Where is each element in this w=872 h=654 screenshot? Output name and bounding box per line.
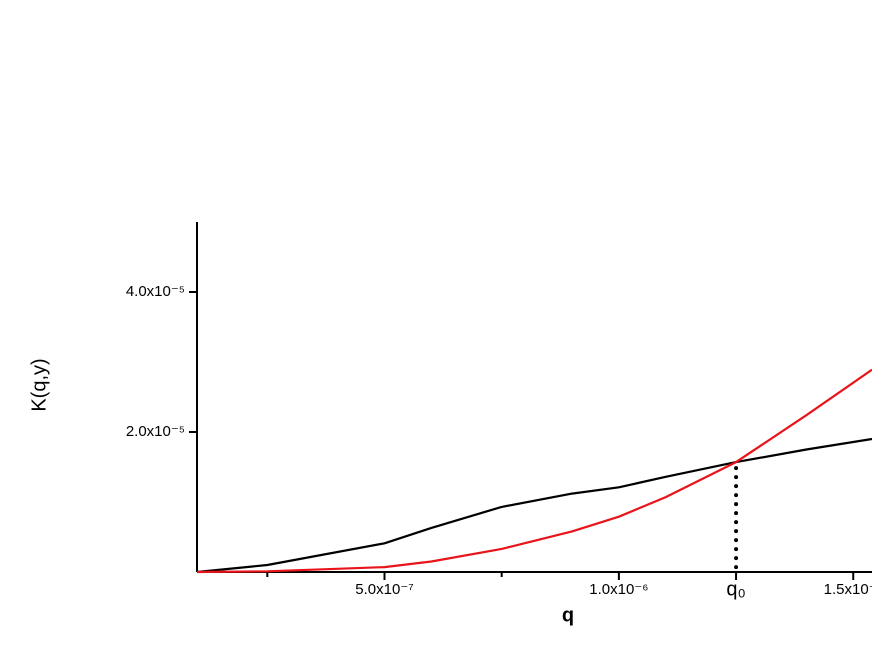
x-axis-label: q [562,604,574,626]
y-tick-label: 4.0x10⁻⁵ [126,283,185,300]
x-tick-label: 1.0x10⁻⁶ [589,581,648,598]
x-tick-label: 5.0x10⁻⁷ [355,581,413,598]
line-series [196,368,872,574]
y-tick-label: 2.0x10⁻⁵ [126,423,185,440]
line-series [196,437,872,574]
x-tick-label: 1.5x10⁻⁶ [824,581,872,598]
x-tick-label: q₀ [726,578,745,600]
y-axis-label: K(q,y) [28,358,50,411]
